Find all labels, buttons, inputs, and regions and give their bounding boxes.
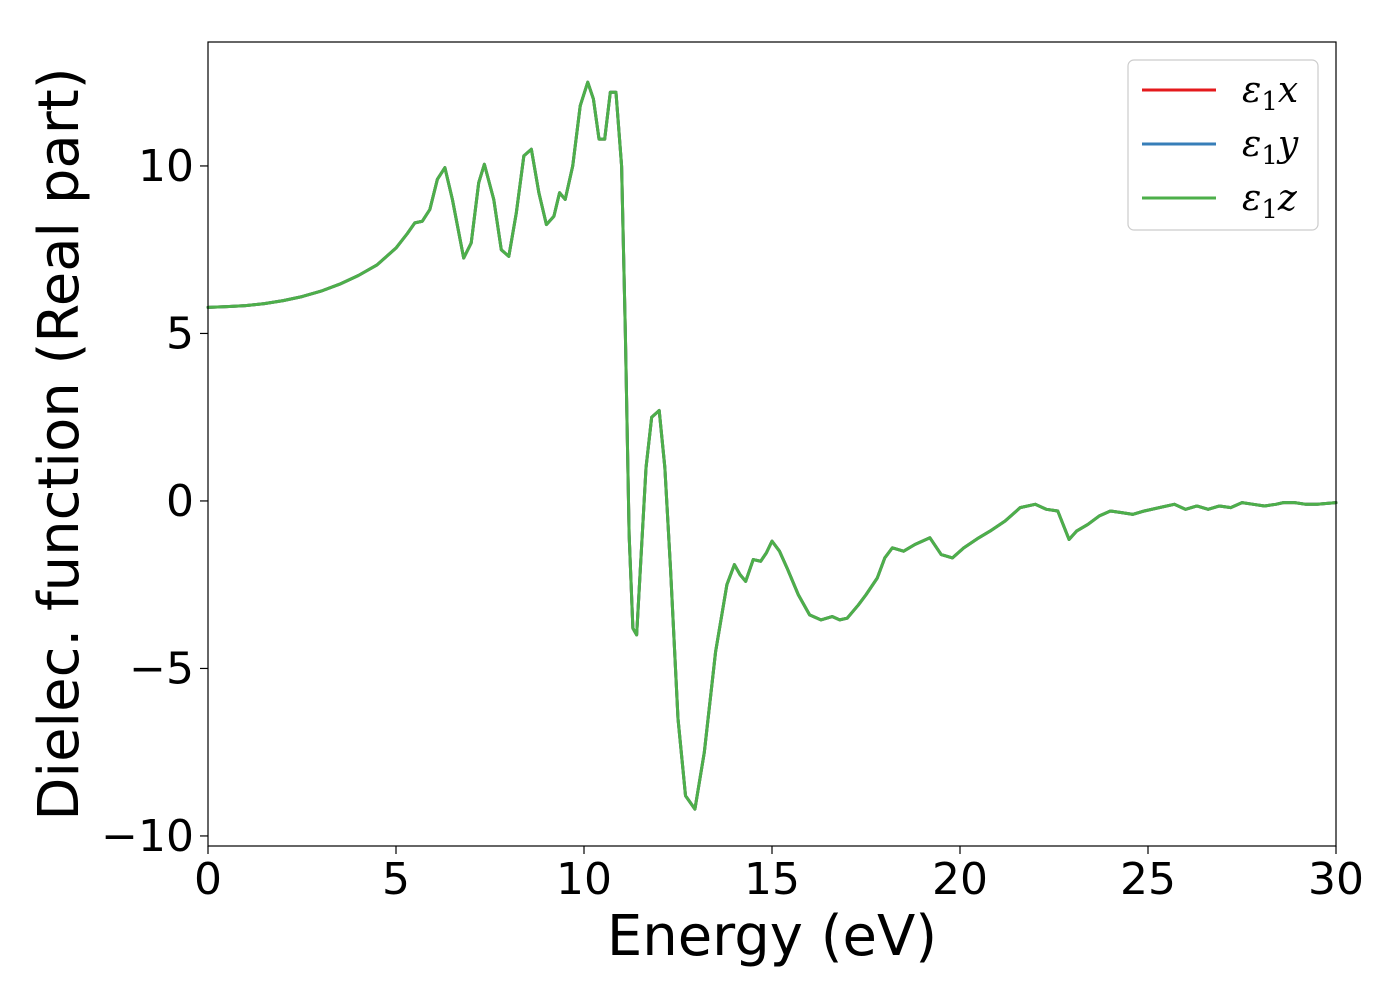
legend-label: ε1z xyxy=(1242,178,1298,225)
legend-label: ε1y xyxy=(1242,124,1299,171)
legend: ε1x ε1y ε1z xyxy=(1127,59,1319,231)
x-tick-label: 10 xyxy=(556,854,612,905)
legend-box xyxy=(1127,59,1319,231)
y-axis: −10 −5 0 5 10 xyxy=(101,141,208,862)
x-tick-label: 5 xyxy=(382,854,410,905)
y-tick-label: −5 xyxy=(129,643,194,694)
y-axis-label: Dielec. function (Real part) xyxy=(27,67,92,820)
legend-label: ε1x xyxy=(1242,70,1298,117)
x-axis: 0 5 10 15 20 25 30 xyxy=(194,846,1364,905)
y-tick-label: 0 xyxy=(166,476,194,527)
x-tick-label: 15 xyxy=(744,854,800,905)
x-tick-label: 0 xyxy=(194,854,222,905)
y-tick-label: −10 xyxy=(101,811,194,862)
y-tick-label: 5 xyxy=(166,308,194,359)
x-tick-label: 20 xyxy=(932,854,988,905)
y-tick-label: 10 xyxy=(138,141,194,192)
series-layer xyxy=(206,80,1338,811)
x-axis-label: Energy (eV) xyxy=(607,904,937,969)
x-tick-label: 25 xyxy=(1120,854,1176,905)
x-tick-label: 30 xyxy=(1308,854,1364,905)
series-line-3 xyxy=(206,80,1338,811)
